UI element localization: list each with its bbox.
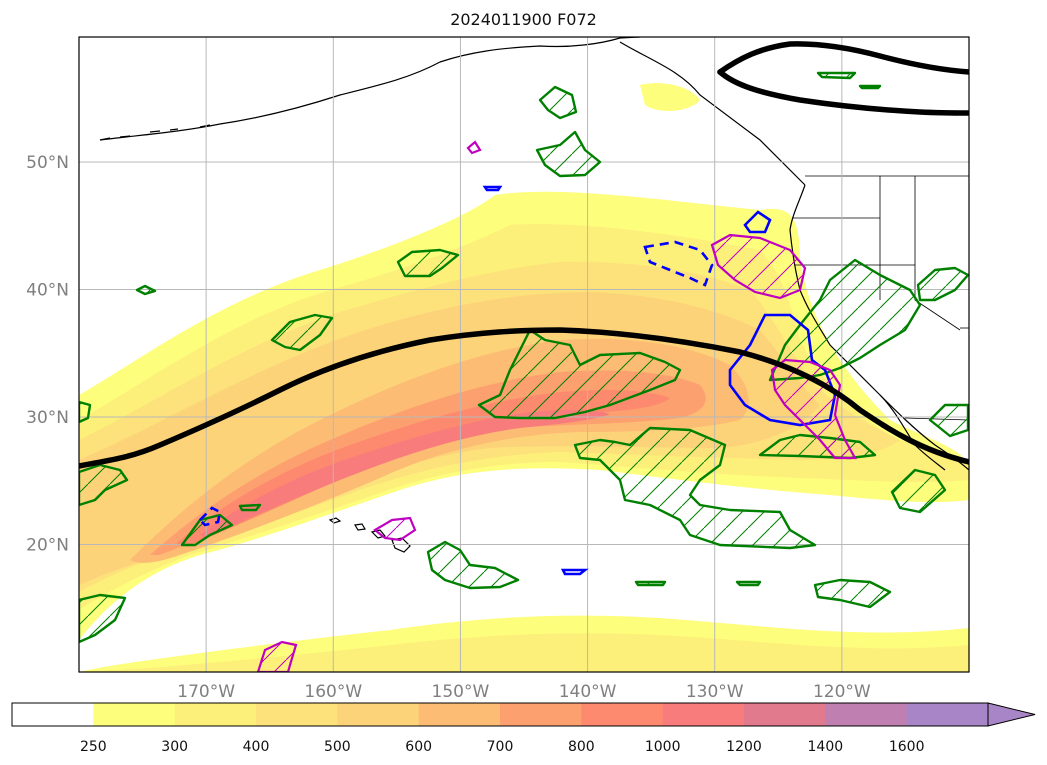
latitude-label: 50°N — [26, 153, 69, 173]
colorbar-segment — [256, 703, 338, 726]
green-contour — [538, 85, 578, 120]
colorbar-segment — [581, 703, 664, 726]
alaska-coast — [99, 37, 641, 141]
green-contour — [396, 248, 460, 278]
map-title: 2024011900 F072 — [450, 10, 597, 29]
longitude-labels: 170°W 160°W 150°W 140°W 130°W 120°W — [177, 682, 871, 702]
jet-contour-main — [79, 327, 969, 469]
green-contour — [916, 266, 969, 302]
colorbar-segment — [12, 703, 94, 726]
colorbar-segment — [93, 703, 176, 726]
blue-contour — [743, 210, 772, 234]
colorbar-extend-arrow — [987, 702, 1036, 727]
green-contour — [79, 400, 92, 424]
colorbar-tick-label: 1400 — [808, 739, 844, 755]
colorbar-tick-label: 1600 — [889, 739, 925, 755]
colorbar-segment — [906, 703, 989, 726]
latitude-label: 30°N — [26, 408, 69, 428]
bc-coast — [789, 184, 806, 231]
green-contour — [238, 503, 262, 512]
green-contour — [735, 580, 762, 587]
colorbar-tick-label: 500 — [324, 739, 351, 755]
state-border-nevada — [880, 264, 961, 331]
colorbar-tick-label: 400 — [243, 739, 270, 755]
colorbar-segment — [825, 703, 908, 726]
aleutians — [99, 124, 211, 141]
green-contour — [79, 463, 129, 507]
colorbar-tick-label: 700 — [487, 739, 514, 755]
jet-stream-contours — [79, 41, 969, 469]
colorbar-segment — [744, 703, 826, 726]
map-frame — [78, 36, 970, 673]
green-contour — [890, 468, 947, 514]
magenta-contour — [373, 516, 417, 542]
magenta-contour — [710, 233, 807, 300]
blue-contour — [482, 185, 503, 192]
green-contour — [928, 403, 969, 438]
magenta-contour — [466, 140, 482, 155]
blue-dashed-contour — [643, 240, 714, 287]
jet-contour-north — [717, 41, 969, 75]
colorbar-tick-label: 800 — [568, 739, 595, 755]
magenta-contour — [256, 640, 298, 672]
colorbar-segment — [418, 703, 501, 726]
state-border-idaho — [879, 176, 916, 265]
colorbar-tick-label: 1200 — [726, 739, 762, 755]
green-contour — [816, 71, 857, 80]
latitude-label: 40°N — [26, 281, 69, 301]
magenta-contours — [256, 140, 857, 672]
colorbar-segment — [337, 703, 420, 726]
jet-contour-north-inner — [717, 69, 969, 116]
blue-contour — [560, 568, 589, 576]
green-contour — [135, 284, 157, 296]
colorbar-tick-label: 300 — [161, 739, 188, 755]
longitude-label: 160°W — [304, 682, 362, 702]
latitude-labels: 20°N 30°N 40°N 50°N — [26, 153, 69, 556]
green-contour — [535, 130, 602, 178]
colorbar-tick-label: 1000 — [645, 739, 681, 755]
green-contour — [813, 578, 892, 609]
green-contour — [426, 540, 520, 590]
green-contour — [858, 84, 882, 90]
hawaii-islands — [328, 517, 411, 553]
green-contour — [573, 426, 817, 550]
green-contour — [634, 580, 667, 587]
longitude-label: 170°W — [177, 682, 235, 702]
colorbar-frame — [11, 702, 989, 727]
longitude-label: 120°W — [813, 682, 871, 702]
longitude-label: 150°W — [432, 682, 490, 702]
green-contour — [270, 313, 334, 352]
colorbar-tick-label: 250 — [80, 739, 107, 755]
magenta-contour — [770, 358, 857, 460]
colorbar-segment — [174, 703, 257, 726]
colorbar-segment — [500, 703, 582, 726]
colorbar: 250 300 400 500 600 700 800 1000 1200 1400 1600 — [11, 702, 1036, 755]
latitude-label: 20°N — [26, 536, 69, 556]
alaska-southeast-coast — [619, 41, 806, 186]
green-contour — [79, 593, 127, 644]
longitude-label: 140°W — [559, 682, 617, 702]
colorbar-segment — [662, 703, 745, 726]
blue-dashed-contour — [198, 506, 222, 527]
colorbar-tick-label: 600 — [405, 739, 432, 755]
longitude-label: 130°W — [686, 682, 744, 702]
